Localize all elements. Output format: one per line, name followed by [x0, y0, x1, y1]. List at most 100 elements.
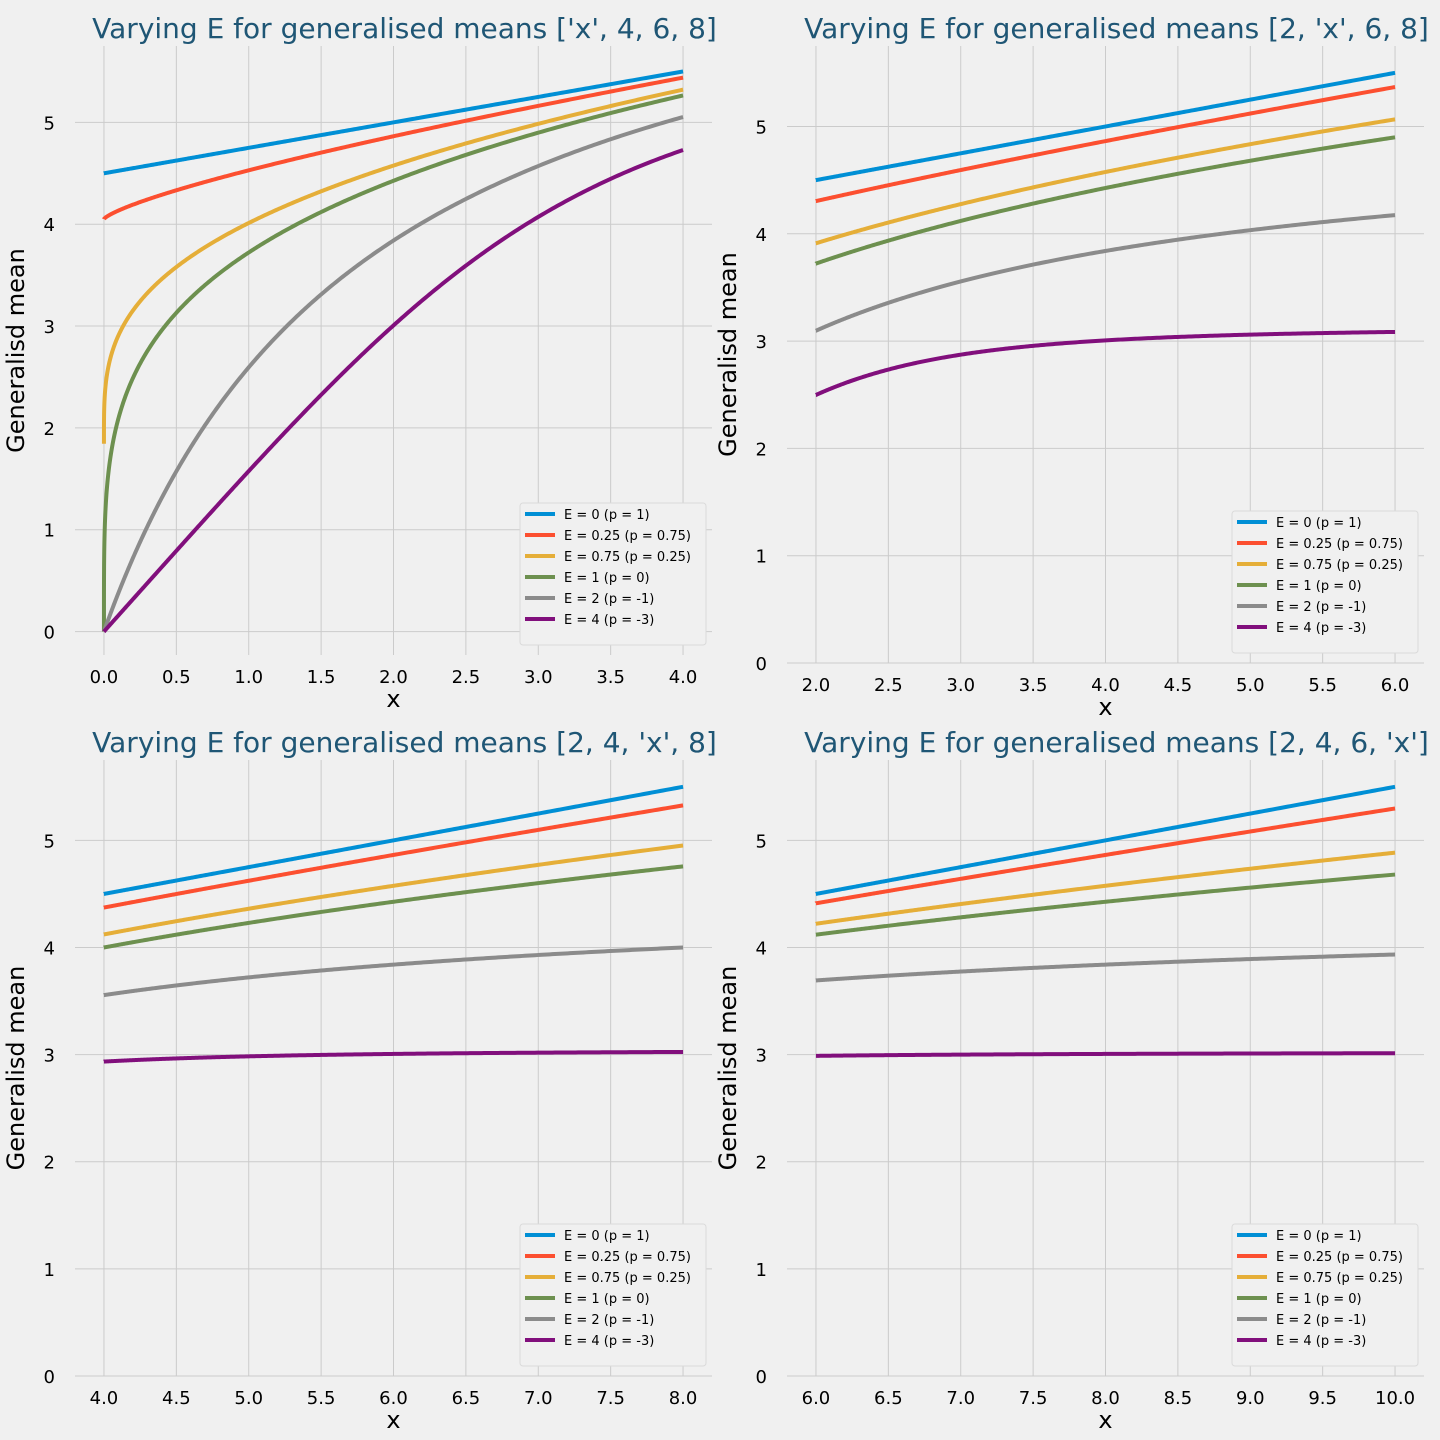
chart-title: Varying E for generalised means [2, 'x',…	[804, 12, 1429, 45]
legend-label: E = 0.75 (p = 0.25)	[1276, 1271, 1403, 1286]
legend-label: E = 0.75 (p = 0.25)	[564, 1271, 691, 1286]
y-tick-label: 4	[44, 938, 55, 959]
y-tick-label: 1	[44, 1260, 55, 1281]
legend-label: E = 1 (p = 0)	[564, 571, 650, 586]
y-tick-label: 2	[44, 1153, 55, 1174]
x-tick-label: 0.0	[90, 667, 119, 688]
y-axis-label: Generalisd mean	[2, 966, 30, 1171]
legend-label: E = 0.75 (p = 0.25)	[564, 550, 691, 565]
x-tick-label: 4.0	[90, 1388, 119, 1409]
series-line-2	[101, 803, 684, 910]
series-line-5	[813, 213, 1396, 333]
chart-title: Varying E for generalised means ['x', 4,…	[92, 12, 717, 45]
y-axis-label: Generalisd mean	[2, 248, 30, 453]
legend-label: E = 0 (p = 1)	[564, 508, 650, 523]
chart-title: Varying E for generalised means [2, 4, '…	[92, 726, 717, 759]
x-tick-label: 5.5	[1308, 675, 1337, 696]
legend-box	[519, 1223, 707, 1367]
x-tick-label: 8.0	[1091, 1388, 1120, 1409]
x-tick-label: 8.5	[1164, 1388, 1193, 1409]
y-tick-label: 1	[756, 547, 767, 568]
legend: E = 0 (p = 1) E = 0.25 (p = 0.75) E = 0.75…	[519, 502, 707, 646]
series-line-4	[101, 93, 684, 632]
legend-label: E = 1 (p = 0)	[564, 1292, 650, 1307]
chart-panel-1: 0.0 0.5 1.0 1.5 2.0 2.5 3.0 3.5 4.0 0 1 2 3 4 5 Varying…	[2, 12, 717, 713]
legend-label: E = 2 (p = -1)	[564, 1313, 654, 1328]
y-tick-label: 2	[44, 419, 55, 440]
series-line-3	[813, 850, 1396, 926]
x-tick-label: 6.5	[874, 1388, 903, 1409]
x-tick-label: 4.0	[669, 667, 698, 688]
x-tick-label: 10.0	[1375, 1388, 1415, 1409]
y-axis-label: Generalisd mean	[714, 966, 742, 1171]
x-axis-label: x	[1098, 693, 1112, 721]
x-tick-label: 2.0	[802, 675, 831, 696]
series-line-1	[813, 784, 1396, 896]
y-tick-label: 2	[756, 439, 767, 460]
x-tick-label: 1.5	[307, 667, 336, 688]
legend-box	[1231, 510, 1419, 654]
legend: E = 0 (p = 1) E = 0.25 (p = 0.75) E = 0.75…	[1231, 510, 1419, 654]
legend-label: E = 0.25 (p = 0.75)	[1276, 537, 1403, 552]
legend-label: E = 0.75 (p = 0.25)	[1276, 558, 1403, 573]
legend-label: E = 0 (p = 1)	[1276, 516, 1362, 531]
y-tick-label: 3	[756, 1046, 767, 1067]
series-line-1	[101, 69, 684, 176]
chart-panel-2: 2.0 2.5 3.0 3.5 4.0 4.5 5.0 5.5 6.0 0 1 2 3 4 5 Varying…	[714, 12, 1429, 721]
x-tick-label: 5.0	[1236, 675, 1265, 696]
y-tick-label: 0	[756, 1367, 767, 1388]
legend-label: E = 4 (p = -3)	[1276, 621, 1366, 636]
series-line-3	[813, 117, 1396, 246]
x-tick-label: 9.5	[1308, 1388, 1337, 1409]
x-tick-label: 4.5	[1164, 675, 1193, 696]
x-tick-label: 7.0	[524, 1388, 553, 1409]
x-tick-label: 6.0	[802, 1388, 831, 1409]
series-line-4	[813, 872, 1396, 937]
series-line-6	[813, 1051, 1396, 1058]
y-tick-label: 5	[44, 113, 55, 134]
series-line-6	[101, 1049, 684, 1064]
y-tick-label: 3	[44, 317, 55, 338]
x-tick-label: 4.0	[1091, 675, 1120, 696]
x-tick-label: 1.0	[234, 667, 263, 688]
x-tick-label: 6.5	[452, 1388, 481, 1409]
legend: E = 0 (p = 1) E = 0.25 (p = 0.75) E = 0.75…	[519, 1223, 707, 1367]
chart-title: Varying E for generalised means [2, 4, 6…	[804, 726, 1429, 759]
legend-label: E = 0 (p = 1)	[1276, 1229, 1362, 1244]
x-tick-label: 6.0	[379, 1388, 408, 1409]
series-line-5	[813, 952, 1396, 983]
y-tick-label: 0	[44, 1367, 55, 1388]
legend-box	[519, 502, 707, 646]
series-line-3	[101, 87, 684, 444]
series-line-2	[813, 806, 1396, 906]
y-tick-label: 4	[44, 215, 55, 236]
series-line-4	[101, 864, 684, 950]
x-tick-label: 3.0	[524, 667, 553, 688]
x-tick-label: 2.5	[452, 667, 481, 688]
x-axis-label: x	[1098, 1406, 1112, 1434]
series-line-1	[813, 70, 1396, 183]
legend-label: E = 4 (p = -3)	[564, 1334, 654, 1349]
series-line-3	[101, 843, 684, 937]
x-tick-label: 5.0	[234, 1388, 263, 1409]
series-line-6	[101, 148, 684, 634]
legend-label: E = 4 (p = -3)	[1276, 1334, 1366, 1349]
y-tick-label: 0	[44, 623, 55, 644]
legend-label: E = 0.25 (p = 0.75)	[564, 529, 691, 544]
legend: E = 0 (p = 1) E = 0.25 (p = 0.75) E = 0.75…	[1231, 1223, 1419, 1367]
x-tick-label: 4.5	[162, 1388, 191, 1409]
x-axis-label: x	[386, 685, 400, 713]
x-tick-label: 0.5	[162, 667, 191, 688]
y-tick-label: 5	[756, 831, 767, 852]
x-tick-label: 2.5	[874, 675, 903, 696]
legend-box	[1231, 1223, 1419, 1367]
legend-label: E = 0.25 (p = 0.75)	[1276, 1250, 1403, 1265]
x-tick-label: 7.5	[596, 1388, 625, 1409]
legend-label: E = 1 (p = 0)	[1276, 1292, 1362, 1307]
y-axis-label: Generalisd mean	[714, 252, 742, 457]
x-tick-label: 3.0	[946, 675, 975, 696]
series-line-2	[101, 75, 684, 222]
y-tick-label: 1	[756, 1260, 767, 1281]
x-tick-label: 8.0	[669, 1388, 698, 1409]
